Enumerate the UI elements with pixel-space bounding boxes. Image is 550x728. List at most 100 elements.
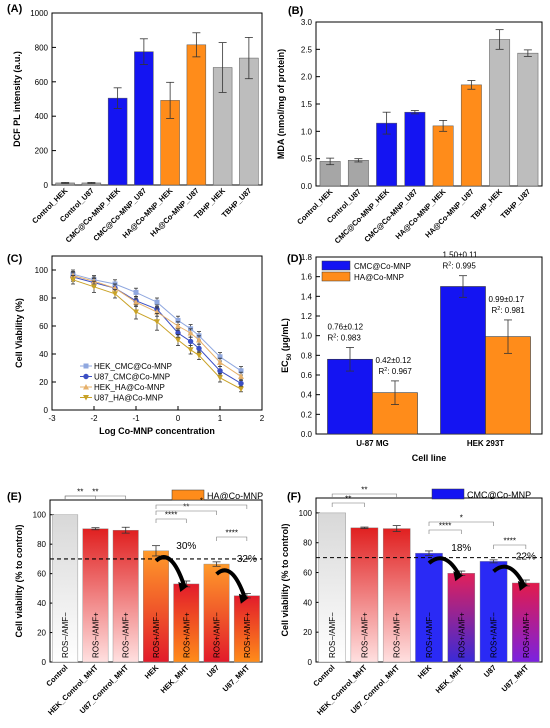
- series-line: [72, 275, 242, 377]
- y-axis-label: MDA (nmol/mg of protein): [276, 49, 286, 159]
- annotation-r2: R2: 0.981: [492, 306, 526, 315]
- r2-label: R: [379, 367, 385, 376]
- reduction-label: 22%: [516, 551, 536, 562]
- data-point: [133, 289, 139, 295]
- y-axis-label: Cell Viability (%): [14, 298, 24, 368]
- data-point: [238, 373, 244, 379]
- r2-value: : 0.967: [387, 367, 412, 376]
- significance-bracket: [64, 495, 96, 500]
- data-point: [175, 337, 181, 343]
- legend-swatch: [431, 488, 465, 500]
- significance-bracket: [331, 493, 398, 498]
- y-tick-label: 60: [39, 322, 48, 331]
- data-point: [70, 277, 76, 283]
- significance-bracket: [493, 544, 527, 549]
- x-tick-label: CMC@Co-MNP_U87: [362, 187, 419, 244]
- panel-label: (B): [288, 5, 304, 17]
- y-tick-label: 200: [35, 147, 49, 156]
- data-point: [112, 291, 118, 297]
- bar: [512, 582, 540, 663]
- plot-frame: [51, 255, 263, 411]
- reduction-arrow-head: [238, 593, 249, 604]
- legend-label: HEK_HA@Co-MNP: [94, 383, 165, 392]
- series-line: [72, 276, 242, 384]
- legend-label: CMC@Co-MNP: [467, 490, 531, 500]
- bar: [350, 527, 379, 663]
- bar-label: ROS−/AMF+: [393, 612, 402, 658]
- x-tick-label: -1: [132, 414, 140, 423]
- x-tick-label: HEK: [416, 663, 434, 681]
- bar-label: ROS+/AMF−: [425, 612, 434, 658]
- y-axis-label: DCF PL intensity (a.u.): [12, 51, 22, 147]
- panel-label: (F): [287, 491, 301, 503]
- panel-label: (E): [7, 491, 22, 503]
- plot-frame: [315, 256, 543, 435]
- y-tick-label: 60: [37, 570, 46, 579]
- x-tick-label: U87_MHT: [221, 663, 252, 694]
- y-tick-label: 1.2: [301, 312, 313, 321]
- bar: [440, 286, 486, 435]
- data-point: [187, 347, 194, 353]
- bar-label: ROS+/AMF+: [243, 612, 252, 658]
- x-tick-label: HA@Co-MNP_U87: [148, 186, 201, 239]
- annotation: 1.50±0.11: [443, 251, 478, 260]
- legend-swatch: [321, 271, 351, 282]
- panel-label: (D): [287, 253, 303, 265]
- r2-label: R: [443, 262, 449, 271]
- bar: [460, 84, 482, 187]
- x-tick-label: U-87 MG: [356, 439, 388, 448]
- panel-e: (E) 0 20 40 60 80 100 Cell viability (% to cont…: [7, 488, 263, 717]
- plot-frame: [51, 12, 263, 186]
- x-tick-label: -2: [90, 414, 98, 423]
- y-tick-label: 1.5: [301, 100, 313, 109]
- bar: [382, 528, 411, 663]
- y-tick-label: 1.0: [301, 332, 313, 341]
- legend-label: CMC@Co-MNP: [354, 262, 411, 271]
- reduction-label: 32%: [237, 554, 257, 565]
- significance-marker: **: [361, 486, 367, 495]
- r2-label: R: [328, 333, 334, 342]
- significance-bracket: [155, 518, 187, 523]
- bar: [319, 161, 341, 187]
- y-tick-label: 0.8: [301, 351, 313, 360]
- y-tick-label: 1.8: [301, 253, 313, 262]
- significance-marker: ****: [439, 522, 451, 531]
- bar: [404, 111, 426, 187]
- y-axis-label-unit: (μg/mL): [280, 318, 290, 354]
- data-point: [154, 299, 160, 305]
- y-tick-label: 80: [37, 540, 46, 549]
- bar-label: ROS+/AMF+: [522, 612, 531, 658]
- r2-value: : 0.981: [500, 306, 525, 315]
- x-axis-label: Log Co-MNP concentration: [99, 426, 215, 436]
- significance-marker: **: [92, 488, 98, 497]
- data-point: [91, 284, 97, 290]
- bar-label: ROS+/AMF−: [152, 612, 161, 658]
- bar: [134, 51, 154, 186]
- reduction-arrow-head: [453, 571, 464, 582]
- significance-marker: **: [345, 495, 351, 504]
- annotation: 0.76±0.12: [328, 322, 364, 331]
- bar: [318, 512, 346, 663]
- y-tick-label: 3.0: [301, 18, 313, 27]
- y-tick-label: 600: [35, 78, 49, 87]
- data-point: [187, 330, 194, 336]
- annotation-r2: R2: 0.983: [328, 333, 362, 342]
- y-tick-label: 2.0: [301, 73, 313, 82]
- significance-bracket: [428, 521, 494, 526]
- y-tick-label: 40: [39, 350, 48, 359]
- data-point: [83, 384, 89, 390]
- data-point: [238, 368, 244, 374]
- y-tick-label: 0: [44, 406, 49, 415]
- data-point: [133, 309, 139, 315]
- significance-bracket: [331, 502, 365, 507]
- y-axis-label-main: EC: [280, 360, 290, 373]
- r2-value: : 0.995: [451, 262, 476, 271]
- data-point: [238, 386, 244, 392]
- y-tick-label: 40: [37, 599, 46, 608]
- bar: [186, 44, 207, 186]
- x-tick-label: Control: [44, 663, 69, 688]
- y-tick-label: 60: [303, 569, 312, 578]
- y-tick-label: 2.5: [301, 45, 313, 54]
- x-tick-label: HA@Co-MNP_HEK: [394, 187, 448, 241]
